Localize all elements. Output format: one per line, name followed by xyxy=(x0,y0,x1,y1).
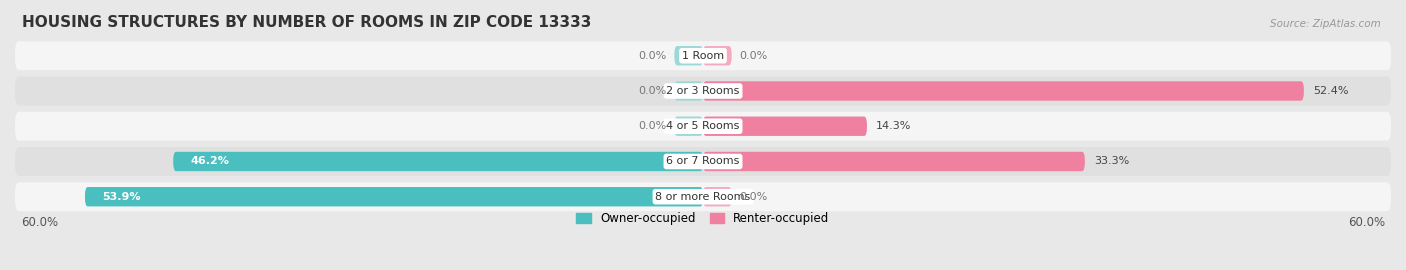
FancyBboxPatch shape xyxy=(703,46,731,65)
Text: HOUSING STRUCTURES BY NUMBER OF ROOMS IN ZIP CODE 13333: HOUSING STRUCTURES BY NUMBER OF ROOMS IN… xyxy=(22,15,592,30)
Text: 0.0%: 0.0% xyxy=(638,121,666,131)
Text: 60.0%: 60.0% xyxy=(21,216,58,229)
Text: 60.0%: 60.0% xyxy=(1348,216,1385,229)
Text: Source: ZipAtlas.com: Source: ZipAtlas.com xyxy=(1270,19,1381,29)
Text: 0.0%: 0.0% xyxy=(740,192,768,202)
Text: 52.4%: 52.4% xyxy=(1313,86,1348,96)
FancyBboxPatch shape xyxy=(675,81,703,101)
Text: 0.0%: 0.0% xyxy=(740,51,768,61)
Text: 8 or more Rooms: 8 or more Rooms xyxy=(655,192,751,202)
FancyBboxPatch shape xyxy=(675,46,703,65)
FancyBboxPatch shape xyxy=(703,81,1303,101)
Text: 46.2%: 46.2% xyxy=(190,157,229,167)
FancyBboxPatch shape xyxy=(15,147,1391,176)
Text: 6 or 7 Rooms: 6 or 7 Rooms xyxy=(666,157,740,167)
FancyBboxPatch shape xyxy=(15,76,1391,106)
FancyBboxPatch shape xyxy=(84,187,703,207)
Text: 14.3%: 14.3% xyxy=(876,121,911,131)
FancyBboxPatch shape xyxy=(703,187,731,207)
Text: 0.0%: 0.0% xyxy=(638,51,666,61)
Legend: Owner-occupied, Renter-occupied: Owner-occupied, Renter-occupied xyxy=(572,207,834,230)
FancyBboxPatch shape xyxy=(15,41,1391,70)
Text: 2 or 3 Rooms: 2 or 3 Rooms xyxy=(666,86,740,96)
FancyBboxPatch shape xyxy=(15,182,1391,211)
Text: 33.3%: 33.3% xyxy=(1094,157,1129,167)
FancyBboxPatch shape xyxy=(15,112,1391,141)
FancyBboxPatch shape xyxy=(173,152,703,171)
FancyBboxPatch shape xyxy=(703,117,868,136)
Text: 0.0%: 0.0% xyxy=(638,86,666,96)
Text: 4 or 5 Rooms: 4 or 5 Rooms xyxy=(666,121,740,131)
Text: 1 Room: 1 Room xyxy=(682,51,724,61)
FancyBboxPatch shape xyxy=(675,117,703,136)
FancyBboxPatch shape xyxy=(703,152,1085,171)
Text: 53.9%: 53.9% xyxy=(103,192,141,202)
